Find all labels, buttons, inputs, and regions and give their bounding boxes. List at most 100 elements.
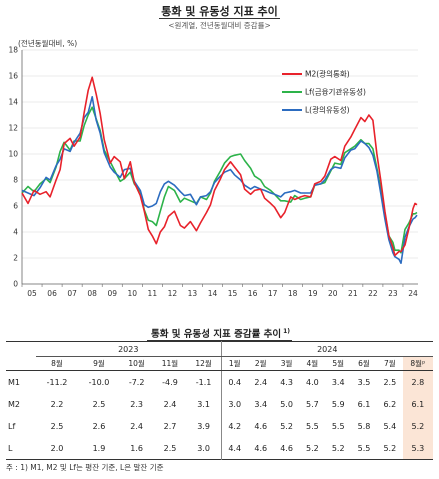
year-header-2024: 2024 xyxy=(220,341,433,357)
table-cell: 2.2 xyxy=(50,399,64,409)
table-cell: -1.1 xyxy=(195,377,212,387)
table-cell: 2.5 xyxy=(50,421,64,431)
x-tick-label: 17 xyxy=(268,289,278,298)
month-header: 1월 xyxy=(220,356,248,371)
y-tick-label: 2 xyxy=(13,254,18,263)
table-cell: 2.6 xyxy=(92,421,106,431)
y-tick-label: 16 xyxy=(8,72,18,81)
table-cell: 5.4 xyxy=(383,421,397,431)
month-header: 10월 xyxy=(119,356,154,371)
table-cell: 4.6 xyxy=(254,443,268,453)
table-cell: 2.5 xyxy=(163,443,177,453)
table-cell: 3.4 xyxy=(331,377,345,387)
y-tick-label: 4 xyxy=(13,228,18,237)
table-cell: 2.4 xyxy=(254,377,268,387)
y-tick-label: 14 xyxy=(8,98,18,107)
table-cell: 3.1 xyxy=(197,399,210,409)
table-cell: 4.4 xyxy=(220,437,248,460)
y-tick-label: 0 xyxy=(13,280,18,289)
y-axis-label: (전년동월대비, %) xyxy=(18,38,77,48)
x-tick-label: 06 xyxy=(47,289,57,298)
x-tick-label: 14 xyxy=(208,289,218,298)
x-tick-label: 07 xyxy=(67,289,77,298)
table-cell: 3.9 xyxy=(197,421,210,431)
row-label: M1 xyxy=(8,377,20,387)
x-tick-label: 22 xyxy=(368,289,378,298)
series-line xyxy=(21,76,418,257)
x-tick-label: 16 xyxy=(248,289,258,298)
axes xyxy=(21,50,418,287)
table-cell: -10.0 xyxy=(88,377,110,387)
series-lines xyxy=(21,76,418,264)
indicator-table: 2023 2024 8월 9월 10월 11월 12월 1월 2월 3월 4월 5월 6월 7월 8월ᵖ… xyxy=(6,341,433,460)
table-cell: 6.1 xyxy=(402,393,433,415)
y-tick-labels: 0 2 4 6 8 10 12 14 16 18 xyxy=(8,46,18,289)
x-tick-label: 08 xyxy=(87,289,97,298)
month-header: 3월 xyxy=(273,356,300,371)
table-cell: 4.0 xyxy=(306,377,319,387)
table-cell: 5.2 xyxy=(331,443,345,453)
table-cell: 2.3 xyxy=(130,399,143,409)
row-label: Lf xyxy=(8,421,16,431)
series-line xyxy=(21,96,418,264)
x-tick-label: 05 xyxy=(27,289,37,298)
table-cell: 3.5 xyxy=(357,377,371,387)
table-cell: 2.4 xyxy=(130,421,143,431)
table-cell: 5.7 xyxy=(306,399,319,409)
table-cell: 4.2 xyxy=(220,415,248,437)
legend-label: M2(광의통화) xyxy=(305,69,350,79)
table-cell: 6.2 xyxy=(383,399,397,409)
x-tick-label: 23 xyxy=(388,289,398,298)
table-cell: 5.5 xyxy=(306,421,319,431)
table-cell: 2.4 xyxy=(163,399,177,409)
month-header: 4월 xyxy=(299,356,326,371)
chart-title: 통화 및 유동성 지표 추이 xyxy=(159,5,280,19)
table-month-row: 8월 9월 10월 11월 12월 1월 2월 3월 4월 5월 6월 7월 8월ᵖ xyxy=(6,356,433,371)
x-tick-labels: 05 06 07 08 09 10 11 12 13 14 15 16 17 18 19 20 21 22 23 24 xyxy=(27,289,418,298)
table-cell: 5.2 xyxy=(383,443,397,453)
x-tick-label: 13 xyxy=(188,289,198,298)
table-cell: 3.4 xyxy=(254,399,268,409)
x-tick-label: 24 xyxy=(408,289,418,298)
legend-label: Lf(금융기관유동성) xyxy=(305,87,366,97)
table-cell: -7.2 xyxy=(128,377,145,387)
y-tick-label: 10 xyxy=(8,150,18,159)
month-header: 8월ᵖ xyxy=(402,356,433,371)
table-cell: 2.8 xyxy=(402,370,433,393)
month-header: 11월 xyxy=(153,356,187,371)
table-cell: 2.7 xyxy=(163,421,177,431)
month-header: 9월 xyxy=(77,356,120,371)
y-tick-label: 12 xyxy=(8,124,18,133)
grid-lines xyxy=(22,49,418,285)
month-header: 8월 xyxy=(36,356,78,371)
table-cell: 5.5 xyxy=(357,443,371,453)
legend-label: L(광의유동성) xyxy=(305,105,350,115)
table-cell: 1.9 xyxy=(92,443,106,453)
table-cell: 5.9 xyxy=(331,399,345,409)
legend: M2(광의통화) Lf(금융기관유동성) L(광의유동성) xyxy=(282,69,366,115)
x-tick-label: 11 xyxy=(148,289,158,298)
table-cell: -4.9 xyxy=(162,377,178,387)
table-cell: 5.2 xyxy=(280,421,293,431)
footnote: 주 : 1) M1, M2 및 Lf는 평잔 기준, L은 말잔 기준 xyxy=(6,463,164,472)
table-cell: 6.1 xyxy=(357,399,371,409)
table-cell: 3.0 xyxy=(220,393,248,415)
table-cell: 4.6 xyxy=(254,421,268,431)
table-body: M1 -11.2 -10.0 -7.2 -4.9 -1.1 0.4 2.4 4.3 4.0 3.4 3… xyxy=(6,370,433,460)
month-header: 2월 xyxy=(247,356,274,371)
table-cell: 5.8 xyxy=(357,421,371,431)
month-header: 5월 xyxy=(325,356,352,371)
table-cell: 2.5 xyxy=(92,399,106,409)
table-cell: 5.3 xyxy=(402,437,433,460)
series-line xyxy=(21,106,418,254)
table-cell: 5.2 xyxy=(306,443,319,453)
table-row: M1 -11.2 -10.0 -7.2 -4.9 -1.1 0.4 2.4 4.3 4.0 3.4 3… xyxy=(6,370,433,393)
row-label: M2 xyxy=(8,399,20,409)
y-tick-label: 18 xyxy=(8,46,18,55)
x-tick-label: 19 xyxy=(308,289,318,298)
x-tick-label: 18 xyxy=(288,289,298,298)
table-cell: 0.4 xyxy=(220,370,248,393)
x-tick-label: 09 xyxy=(107,289,117,298)
table-year-row: 2023 2024 xyxy=(6,341,433,357)
